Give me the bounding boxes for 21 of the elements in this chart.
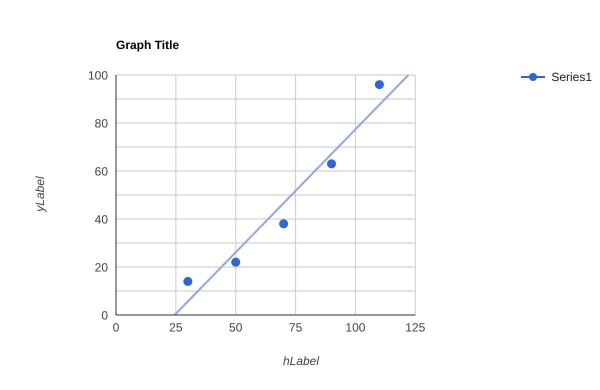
y-tick-label: 80 bbox=[94, 116, 108, 130]
point bbox=[374, 80, 384, 90]
point bbox=[279, 219, 288, 228]
y-tick-label: 20 bbox=[94, 260, 108, 274]
point bbox=[326, 159, 336, 168]
y-tick-label: 60 bbox=[94, 164, 108, 178]
y-tick-label: 100 bbox=[88, 68, 108, 82]
point bbox=[183, 276, 192, 286]
legend-label: Series1 bbox=[551, 70, 592, 84]
x-tick-label: 75 bbox=[288, 320, 303, 335]
x-tick-label: 25 bbox=[169, 320, 183, 335]
x-axis-title: hLabel bbox=[282, 354, 320, 368]
x-tick-label: 0 bbox=[112, 320, 120, 335]
x-tick-label: 100 bbox=[345, 320, 366, 335]
chart-title: Graph Title bbox=[116, 38, 180, 52]
x-tick-label: 125 bbox=[405, 320, 426, 335]
x-tick-label: 50 bbox=[229, 320, 243, 335]
point bbox=[231, 258, 240, 267]
y-tick-label: 0 bbox=[101, 308, 108, 322]
y-tick-label: 40 bbox=[94, 212, 108, 226]
y-axis-title: yLabel bbox=[33, 175, 47, 214]
